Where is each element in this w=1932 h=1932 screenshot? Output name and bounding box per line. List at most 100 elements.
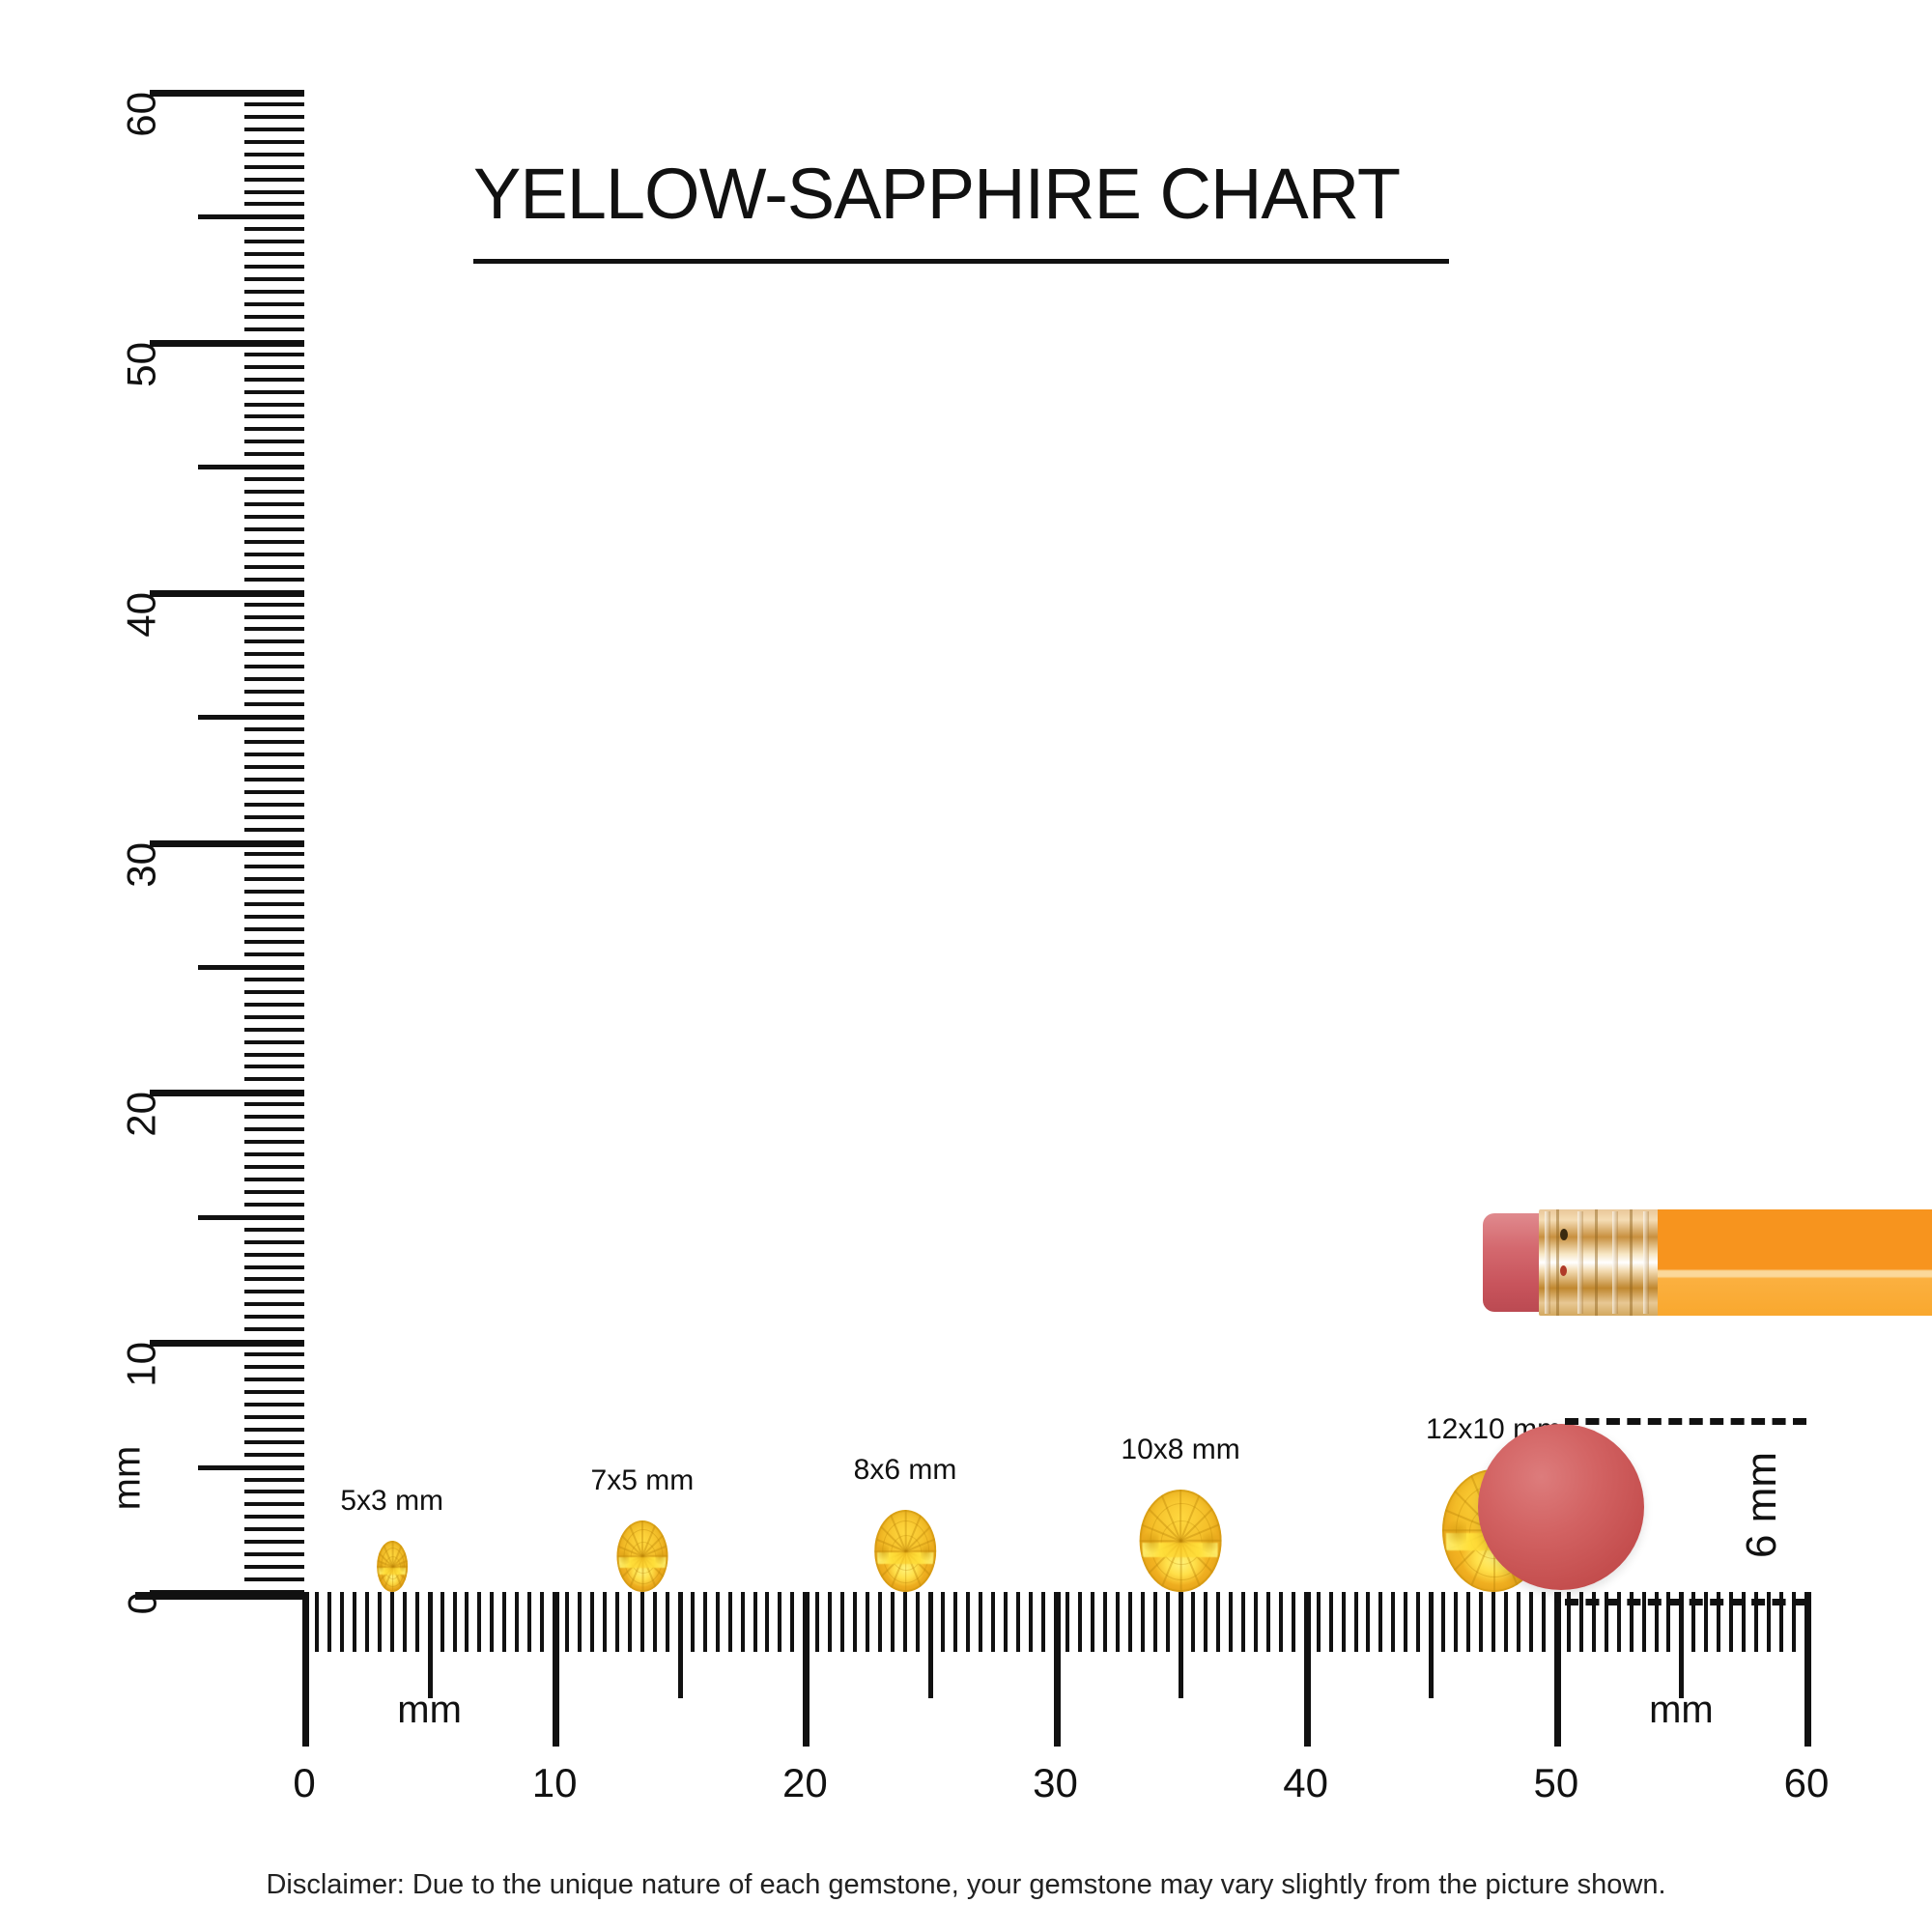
vertical-ruler-tick: [244, 1365, 304, 1370]
horizontal-ruler-tick: [1253, 1592, 1258, 1652]
horizontal-ruler-tick: [377, 1592, 382, 1652]
vertical-ruler-tick: [244, 1239, 304, 1244]
horizontal-ruler-tick: [853, 1592, 858, 1652]
horizontal-ruler-tick: [1015, 1592, 1020, 1652]
vertical-ruler-tick: [244, 577, 304, 582]
vertical-ruler-tick: [244, 1290, 304, 1294]
vertical-ruler-label: 10: [119, 1342, 164, 1387]
ferrule-mark-red: [1560, 1265, 1567, 1276]
horizontal-ruler-tick: [665, 1592, 669, 1652]
horizontal-ruler-tick: [1278, 1592, 1283, 1652]
vertical-ruler-tick: [244, 302, 304, 306]
horizontal-ruler-tick: [339, 1592, 344, 1652]
horizontal-ruler-tick: [1691, 1592, 1696, 1652]
vertical-ruler-tick: [244, 802, 304, 807]
horizontal-ruler-tick: [702, 1592, 707, 1652]
gemstone-oval-cut: [1139, 1490, 1222, 1592]
vertical-ruler-tick: [244, 677, 304, 682]
vertical-ruler-tick: [244, 789, 304, 794]
vertical-ruler-label: 20: [119, 1092, 164, 1138]
horizontal-ruler-label: 0: [293, 1760, 316, 1805]
horizontal-ruler-tick: [878, 1592, 883, 1652]
vertical-ruler-tick: [244, 877, 304, 882]
disclaimer-text: Disclaimer: Due to the unique nature of …: [266, 1869, 1666, 1900]
vertical-ruler-tick: [244, 627, 304, 632]
vertical-ruler-tick: [244, 1402, 304, 1406]
vertical-ruler-tick: [198, 1464, 304, 1470]
vertical-ruler-tick: [244, 1502, 304, 1507]
horizontal-ruler-tick: [1616, 1592, 1621, 1652]
gemstone-size-label: 10x8 mm: [1121, 1434, 1240, 1465]
horizontal-ruler-tick: [891, 1592, 895, 1652]
horizontal-ruler-tick: [803, 1592, 810, 1747]
horizontal-ruler-tick: [1228, 1592, 1233, 1652]
vertical-ruler-tick: [244, 1039, 304, 1044]
vertical-ruler-tick: [244, 1102, 304, 1107]
horizontal-ruler-label: 50: [1533, 1760, 1579, 1805]
horizontal-ruler-tick: [815, 1592, 820, 1652]
horizontal-ruler-tick: [840, 1592, 845, 1652]
vertical-ruler-tick: [244, 1515, 304, 1520]
horizontal-ruler-tick: [1604, 1592, 1608, 1652]
horizontal-ruler-tick: [1717, 1592, 1721, 1652]
horizontal-ruler-tick: [1240, 1592, 1245, 1652]
vertical-ruler: 0 10 20 30 40 50 60: [119, 90, 304, 1614]
horizontal-ruler-tick: [452, 1592, 457, 1652]
vertical-ruler-tick: [244, 890, 304, 895]
vertical-ruler-tick: [244, 502, 304, 507]
vertical-ruler-tick: [198, 214, 304, 220]
vertical-ruler-tick: [244, 639, 304, 644]
vertical-ruler-tick: [244, 440, 304, 444]
horizontal-ruler-tick: [1767, 1592, 1772, 1652]
vertical-ruler-tick: [244, 539, 304, 544]
vertical-ruler-tick: [244, 1552, 304, 1557]
horizontal-ruler-tick: [753, 1592, 757, 1652]
horizontal-ruler-tick: [414, 1592, 419, 1652]
horizontal-ruler-tick: [627, 1592, 632, 1652]
horizontal-ruler-tick: [1166, 1592, 1171, 1652]
vertical-ruler-tick: [244, 1252, 304, 1257]
ruler-corner-horizontal: [135, 1592, 304, 1600]
vertical-ruler-tick: [244, 127, 304, 131]
vertical-ruler-tick: [244, 139, 304, 144]
vertical-ruler-tick: [244, 477, 304, 482]
horizontal-ruler-tick: [952, 1592, 957, 1652]
horizontal-ruler-tick: [1091, 1592, 1095, 1652]
vertical-ruler-tick: [244, 1327, 304, 1332]
gemstone-size-label: 7x5 mm: [590, 1463, 695, 1496]
vertical-ruler-tick: [244, 989, 304, 994]
vertical-ruler-tick: [244, 814, 304, 819]
horizontal-ruler-tick: [1429, 1592, 1435, 1698]
vertical-ruler-tick: [244, 1414, 304, 1419]
horizontal-ruler-tick: [1666, 1592, 1671, 1652]
horizontal-ruler-tick: [866, 1592, 870, 1652]
horizontal-ruler-tick: [1679, 1592, 1685, 1698]
vertical-ruler-tick: [244, 364, 304, 369]
vertical-ruler-tick: [244, 1389, 304, 1394]
horizontal-ruler-tick: [1003, 1592, 1008, 1652]
vertical-ruler-tick: [244, 552, 304, 556]
horizontal-ruler-tick: [565, 1592, 570, 1652]
gemstone-item: 8x6 mm: [770, 1454, 1040, 1592]
horizontal-ruler-tick: [1191, 1592, 1196, 1652]
horizontal-ruler-tick: [352, 1592, 356, 1652]
vertical-ruler-tick: [244, 927, 304, 932]
vertical-ruler-tick: [244, 764, 304, 769]
vertical-ruler-tick: [244, 852, 304, 857]
horizontal-ruler-tick: [1028, 1592, 1033, 1652]
horizontal-ruler-tick: [1215, 1592, 1220, 1652]
eraser-measure-label: 6 mm: [1738, 1452, 1785, 1558]
horizontal-ruler-tick: [677, 1592, 683, 1698]
vertical-ruler-tick: [244, 227, 304, 232]
pencil-reference-icon: [1483, 1206, 1932, 1320]
horizontal-ruler-tick: [1528, 1592, 1533, 1652]
horizontal-ruler-tick: [1654, 1592, 1659, 1652]
horizontal-ruler-tick: [1754, 1592, 1759, 1652]
gemstone-size-label: 8x6 mm: [853, 1454, 957, 1487]
vertical-ruler-tick: [244, 1264, 304, 1269]
vertical-ruler-tick: [244, 752, 304, 756]
vertical-ruler-tick: [198, 1214, 304, 1220]
horizontal-ruler-tick: [440, 1592, 444, 1652]
horizontal-ruler-tick: [1179, 1592, 1184, 1698]
